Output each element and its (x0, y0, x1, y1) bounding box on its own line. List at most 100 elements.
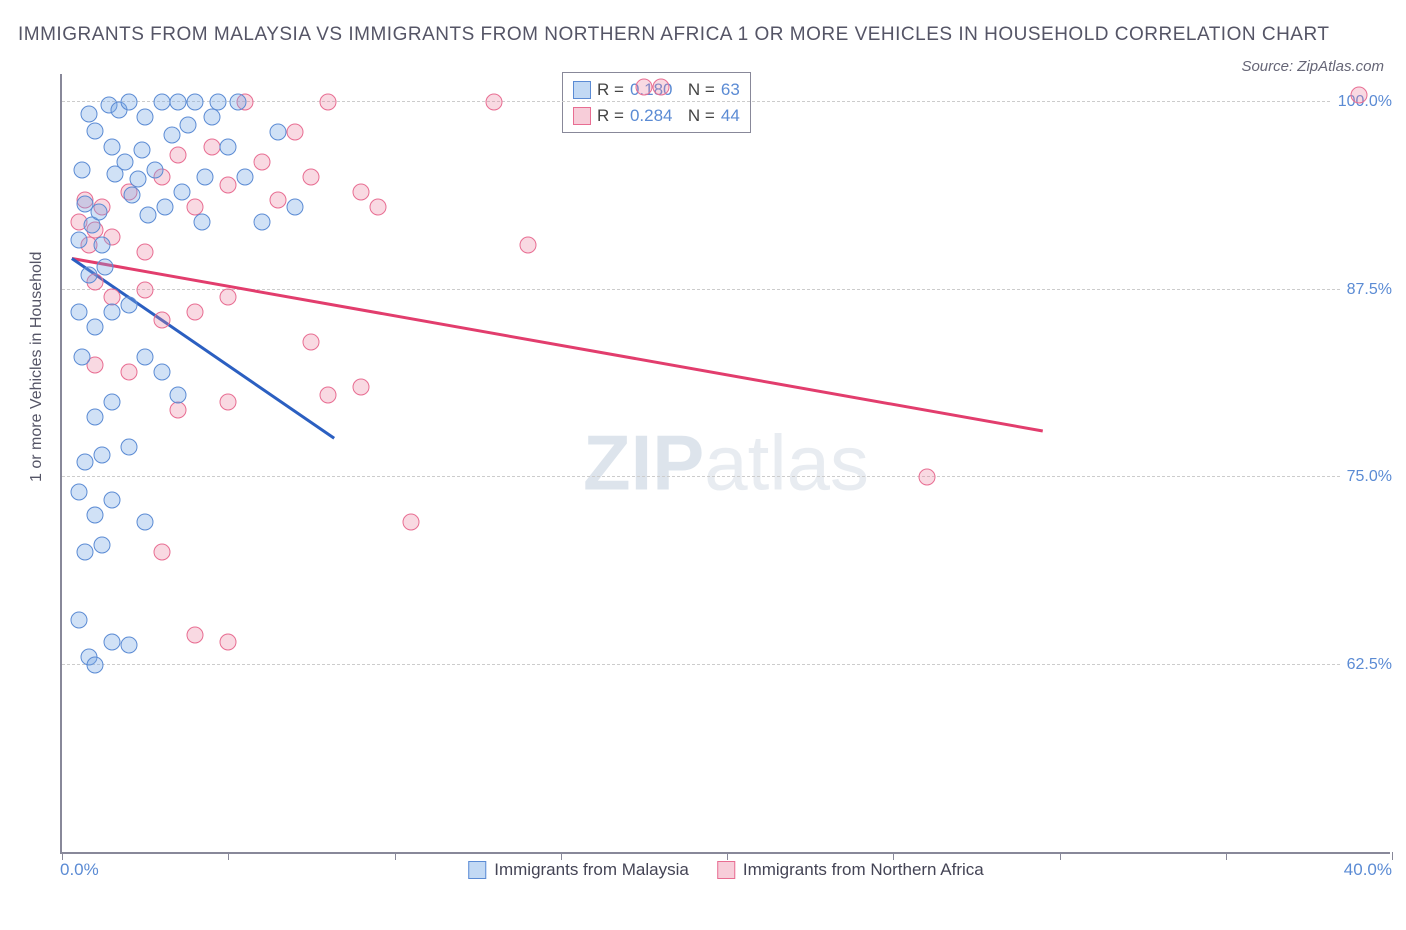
scatter-point (93, 236, 110, 253)
x-tick (1226, 852, 1227, 860)
scatter-point (140, 206, 157, 223)
scatter-point (203, 109, 220, 126)
scatter-point (157, 199, 174, 216)
scatter-point (103, 634, 120, 651)
x-axis-max-label: 40.0% (1344, 860, 1392, 880)
scatter-point (163, 127, 180, 144)
scatter-point (519, 236, 536, 253)
scatter-point (70, 484, 87, 501)
scatter-point (90, 203, 107, 220)
stats-row-2: R = 0.284 N = 44 (573, 103, 740, 129)
scatter-point (103, 304, 120, 321)
r-label: R = (597, 77, 624, 103)
scatter-point (80, 106, 97, 123)
legend-label-2: Immigrants from Northern Africa (743, 860, 984, 880)
chart-container: 1 or more Vehicles in Household ZIPatlas… (10, 52, 1396, 882)
scatter-point (220, 176, 237, 193)
scatter-point (210, 94, 227, 111)
scatter-point (73, 349, 90, 366)
scatter-point (193, 214, 210, 231)
scatter-point (230, 94, 247, 111)
scatter-point (403, 514, 420, 531)
scatter-point (170, 94, 187, 111)
scatter-point (303, 334, 320, 351)
x-axis-min-label: 0.0% (60, 860, 99, 880)
scatter-point (97, 259, 114, 276)
scatter-point (170, 146, 187, 163)
x-tick (893, 852, 894, 860)
scatter-point (486, 94, 503, 111)
scatter-point (137, 281, 154, 298)
scatter-point (153, 364, 170, 381)
watermark-bold: ZIP (583, 419, 704, 507)
x-tick (727, 852, 728, 860)
scatter-point (369, 199, 386, 216)
scatter-point (123, 187, 140, 204)
x-tick (395, 852, 396, 860)
x-tick (1392, 852, 1393, 860)
x-tick (561, 852, 562, 860)
scatter-point (180, 116, 197, 133)
legend-label-1: Immigrants from Malaysia (494, 860, 689, 880)
scatter-point (153, 94, 170, 111)
scatter-point (270, 124, 287, 141)
scatter-point (320, 94, 337, 111)
scatter-point (652, 79, 669, 96)
n-value-1: 63 (721, 77, 740, 103)
x-tick (1060, 852, 1061, 860)
swatch-series1-icon (573, 81, 591, 99)
legend-swatch-1-icon (468, 861, 486, 879)
scatter-point (87, 656, 104, 673)
legend: Immigrants from Malaysia Immigrants from… (468, 860, 984, 880)
scatter-point (253, 154, 270, 171)
scatter-point (220, 634, 237, 651)
scatter-point (120, 94, 137, 111)
gridline (62, 101, 1390, 102)
watermark: ZIPatlas (583, 418, 869, 509)
scatter-point (170, 401, 187, 418)
legend-item-2: Immigrants from Northern Africa (717, 860, 984, 880)
scatter-point (353, 184, 370, 201)
scatter-point (87, 409, 104, 426)
chart-title: IMMIGRANTS FROM MALAYSIA VS IMMIGRANTS F… (18, 20, 1396, 50)
scatter-point (87, 506, 104, 523)
scatter-point (93, 536, 110, 553)
y-tick-label: 75.0% (1341, 468, 1392, 486)
scatter-point (153, 311, 170, 328)
x-tick (62, 852, 63, 860)
scatter-point (635, 79, 652, 96)
scatter-point (103, 491, 120, 508)
scatter-point (137, 349, 154, 366)
scatter-point (253, 214, 270, 231)
scatter-point (286, 124, 303, 141)
scatter-point (220, 139, 237, 156)
scatter-point (320, 386, 337, 403)
r-label: R = (597, 103, 624, 129)
scatter-point (80, 266, 97, 283)
scatter-point (220, 289, 237, 306)
scatter-point (120, 296, 137, 313)
scatter-point (303, 169, 320, 186)
gridline (62, 476, 1390, 477)
scatter-point (117, 154, 134, 171)
scatter-point (77, 454, 94, 471)
scatter-point (73, 161, 90, 178)
scatter-point (87, 122, 104, 139)
scatter-point (87, 319, 104, 336)
scatter-point (130, 170, 147, 187)
scatter-point (93, 446, 110, 463)
scatter-point (103, 394, 120, 411)
scatter-point (270, 191, 287, 208)
watermark-rest: atlas (704, 419, 869, 507)
x-tick (228, 852, 229, 860)
y-axis-title: 1 or more Vehicles in Household (28, 252, 46, 482)
scatter-point (77, 544, 94, 561)
scatter-point (103, 139, 120, 156)
scatter-point (133, 142, 150, 159)
scatter-point (120, 364, 137, 381)
scatter-point (170, 386, 187, 403)
plot-area: ZIPatlas R = 0.180 N = 63 R = 0.284 N = … (60, 74, 1390, 854)
scatter-point (153, 544, 170, 561)
scatter-point (187, 304, 204, 321)
scatter-point (70, 611, 87, 628)
